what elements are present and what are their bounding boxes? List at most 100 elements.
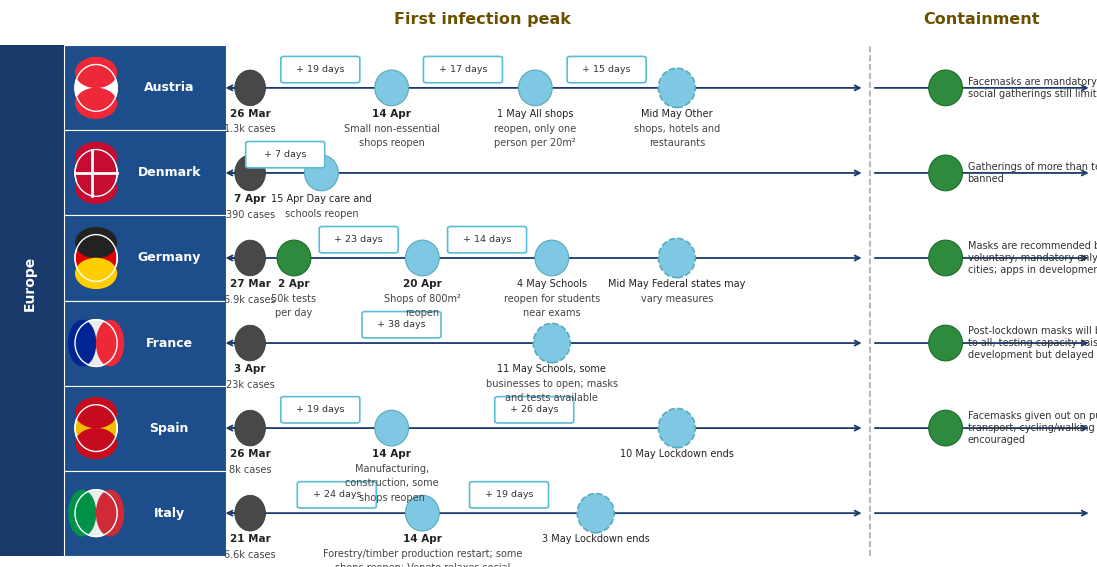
FancyBboxPatch shape bbox=[64, 215, 226, 301]
FancyBboxPatch shape bbox=[495, 397, 574, 423]
Text: Facemasks given out on public
transport, cycling/walking
encouraged: Facemasks given out on public transport,… bbox=[968, 412, 1097, 445]
Ellipse shape bbox=[75, 227, 117, 258]
Ellipse shape bbox=[75, 57, 117, 88]
Text: 11 May Schools, some: 11 May Schools, some bbox=[497, 365, 607, 374]
Ellipse shape bbox=[75, 142, 117, 173]
FancyBboxPatch shape bbox=[64, 386, 226, 471]
Text: shops, hotels and: shops, hotels and bbox=[634, 124, 720, 134]
Text: 3 Apr: 3 Apr bbox=[235, 365, 265, 374]
Ellipse shape bbox=[375, 70, 408, 105]
FancyBboxPatch shape bbox=[448, 226, 527, 253]
Ellipse shape bbox=[235, 70, 265, 105]
Text: 15 Apr Day care and: 15 Apr Day care and bbox=[271, 194, 372, 204]
Ellipse shape bbox=[75, 65, 117, 111]
Ellipse shape bbox=[375, 411, 408, 446]
Ellipse shape bbox=[235, 240, 265, 276]
Text: 50k tests: 50k tests bbox=[271, 294, 317, 304]
Ellipse shape bbox=[75, 88, 117, 119]
Ellipse shape bbox=[929, 155, 962, 191]
Text: 2 Apr: 2 Apr bbox=[279, 279, 309, 289]
Text: Post-lockdown masks will be available
to all, testing capacity raised; app in
de: Post-lockdown masks will be available to… bbox=[968, 327, 1097, 359]
Text: 26 Mar: 26 Mar bbox=[229, 109, 271, 119]
Ellipse shape bbox=[75, 428, 117, 459]
Text: 23k cases: 23k cases bbox=[226, 380, 274, 390]
FancyBboxPatch shape bbox=[319, 226, 398, 253]
Text: + 17 days: + 17 days bbox=[439, 65, 487, 74]
Text: Gatherings of more than ten still
banned: Gatherings of more than ten still banned bbox=[968, 162, 1097, 184]
Ellipse shape bbox=[75, 258, 117, 289]
FancyBboxPatch shape bbox=[64, 45, 226, 130]
Text: 4 May Schools: 4 May Schools bbox=[517, 279, 587, 289]
Ellipse shape bbox=[68, 320, 97, 366]
Ellipse shape bbox=[75, 490, 117, 536]
Text: + 24 days: + 24 days bbox=[313, 490, 361, 500]
Text: 7 Apr: 7 Apr bbox=[235, 194, 265, 204]
Text: shops reopen; Veneto relaxes social: shops reopen; Veneto relaxes social bbox=[335, 563, 510, 567]
Text: 14 Apr: 14 Apr bbox=[403, 534, 442, 544]
Ellipse shape bbox=[929, 70, 962, 105]
Ellipse shape bbox=[535, 240, 568, 276]
Text: 26 Mar: 26 Mar bbox=[229, 449, 271, 459]
Ellipse shape bbox=[519, 70, 552, 105]
Text: + 15 days: + 15 days bbox=[583, 65, 631, 74]
FancyBboxPatch shape bbox=[281, 57, 360, 83]
Text: First infection peak: First infection peak bbox=[394, 12, 572, 27]
Text: + 19 days: + 19 days bbox=[296, 405, 344, 414]
FancyBboxPatch shape bbox=[281, 397, 360, 423]
Text: Mid May Other: Mid May Other bbox=[641, 109, 713, 119]
Text: person per 20m²: person per 20m² bbox=[495, 138, 576, 148]
FancyBboxPatch shape bbox=[423, 57, 502, 83]
Text: Germany: Germany bbox=[137, 252, 201, 264]
Text: + 26 days: + 26 days bbox=[510, 405, 558, 414]
Text: + 38 days: + 38 days bbox=[377, 320, 426, 329]
Ellipse shape bbox=[235, 411, 265, 446]
Text: restaurants: restaurants bbox=[648, 138, 705, 148]
Ellipse shape bbox=[75, 405, 117, 451]
Text: per day: per day bbox=[275, 308, 313, 318]
Text: + 19 days: + 19 days bbox=[296, 65, 344, 74]
Text: + 19 days: + 19 days bbox=[485, 490, 533, 500]
Text: reopen, only one: reopen, only one bbox=[495, 124, 576, 134]
Text: 21 Mar: 21 Mar bbox=[229, 534, 271, 544]
Text: 1.3k cases: 1.3k cases bbox=[224, 125, 276, 134]
Text: Spain: Spain bbox=[149, 422, 189, 434]
Text: Forestry/timber production restart; some: Forestry/timber production restart; some bbox=[323, 549, 522, 559]
Ellipse shape bbox=[929, 325, 962, 361]
Text: schools reopen: schools reopen bbox=[284, 209, 359, 219]
FancyBboxPatch shape bbox=[64, 130, 226, 215]
FancyBboxPatch shape bbox=[362, 311, 441, 338]
FancyBboxPatch shape bbox=[246, 142, 325, 168]
Text: vary measures: vary measures bbox=[641, 294, 713, 304]
Text: Mid May Federal states may: Mid May Federal states may bbox=[608, 279, 746, 289]
Ellipse shape bbox=[235, 496, 265, 531]
Ellipse shape bbox=[75, 235, 117, 281]
Text: shops reopen: shops reopen bbox=[359, 138, 425, 148]
Text: + 14 days: + 14 days bbox=[463, 235, 511, 244]
Text: near exams: near exams bbox=[523, 308, 580, 318]
Ellipse shape bbox=[929, 411, 962, 446]
Ellipse shape bbox=[75, 320, 117, 366]
FancyBboxPatch shape bbox=[64, 301, 226, 386]
FancyBboxPatch shape bbox=[0, 45, 64, 556]
Text: construction, some: construction, some bbox=[344, 478, 439, 488]
Text: 1 May All shops: 1 May All shops bbox=[497, 109, 574, 119]
FancyBboxPatch shape bbox=[567, 57, 646, 83]
Text: + 7 days: + 7 days bbox=[264, 150, 306, 159]
Ellipse shape bbox=[658, 238, 695, 278]
Text: Facemasks are mandatory; size of
social gatherings still limited: Facemasks are mandatory; size of social … bbox=[968, 77, 1097, 99]
Ellipse shape bbox=[577, 493, 614, 533]
Text: Denmark: Denmark bbox=[137, 167, 201, 179]
Text: Europe: Europe bbox=[23, 256, 36, 311]
Ellipse shape bbox=[235, 155, 265, 191]
Text: reopen: reopen bbox=[405, 308, 440, 318]
Text: 6.9k cases: 6.9k cases bbox=[224, 294, 276, 304]
FancyBboxPatch shape bbox=[297, 481, 376, 508]
Ellipse shape bbox=[75, 397, 117, 428]
Text: Austria: Austria bbox=[144, 82, 194, 94]
Ellipse shape bbox=[75, 150, 117, 196]
Text: Shops of 800m²: Shops of 800m² bbox=[384, 294, 461, 304]
Text: Small non-essential: Small non-essential bbox=[343, 124, 440, 134]
Text: France: France bbox=[146, 337, 193, 349]
Text: + 23 days: + 23 days bbox=[335, 235, 383, 244]
Ellipse shape bbox=[68, 490, 97, 536]
